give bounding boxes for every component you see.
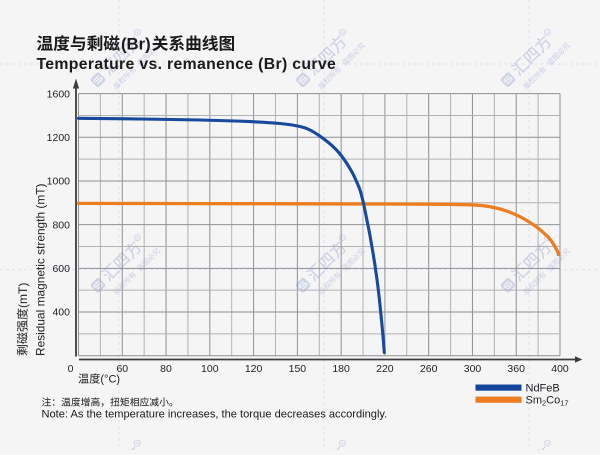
svg-text:(Br): (Br) bbox=[121, 35, 151, 54]
svg-text:R: R bbox=[135, 440, 141, 446]
svg-text:400: 400 bbox=[52, 307, 70, 319]
svg-text:1600: 1600 bbox=[47, 88, 71, 100]
svg-text:(mT): (mT) bbox=[16, 283, 30, 308]
svg-text:120: 120 bbox=[245, 363, 263, 375]
svg-text:300: 300 bbox=[464, 363, 482, 375]
svg-text:0: 0 bbox=[68, 363, 74, 375]
svg-text:1200: 1200 bbox=[47, 132, 71, 144]
svg-text:600: 600 bbox=[52, 263, 70, 275]
svg-text:Note: As the temperature incre: Note: As the temperature increases, the … bbox=[42, 408, 388, 420]
svg-text:60: 60 bbox=[116, 363, 128, 375]
svg-text:R: R bbox=[545, 29, 551, 35]
svg-text:(°C): (°C) bbox=[100, 374, 120, 386]
svg-text:R: R bbox=[135, 234, 141, 240]
svg-text:800: 800 bbox=[52, 219, 70, 231]
svg-text:180: 180 bbox=[332, 363, 350, 375]
svg-text:Temperature vs. remanence (Br): Temperature vs. remanence (Br) curve bbox=[37, 56, 337, 73]
svg-text:220: 220 bbox=[376, 363, 394, 375]
svg-text:R: R bbox=[340, 29, 346, 35]
svg-text:NdFeB: NdFeB bbox=[526, 382, 560, 394]
svg-text:R: R bbox=[135, 29, 141, 35]
svg-text:R: R bbox=[545, 440, 551, 446]
svg-text:Residual magnetic strength (mT: Residual magnetic strength (mT) bbox=[34, 183, 48, 356]
svg-text:80: 80 bbox=[160, 363, 172, 375]
svg-text:100: 100 bbox=[201, 363, 219, 375]
svg-text:360: 360 bbox=[507, 363, 525, 375]
svg-text:150: 150 bbox=[289, 363, 307, 375]
svg-text:1000: 1000 bbox=[47, 176, 71, 188]
svg-text:R: R bbox=[340, 440, 346, 446]
svg-text:260: 260 bbox=[420, 363, 438, 375]
svg-text:Sm2Co17: Sm2Co17 bbox=[526, 394, 569, 407]
svg-text:R: R bbox=[340, 234, 346, 240]
svg-text:400: 400 bbox=[551, 363, 569, 375]
